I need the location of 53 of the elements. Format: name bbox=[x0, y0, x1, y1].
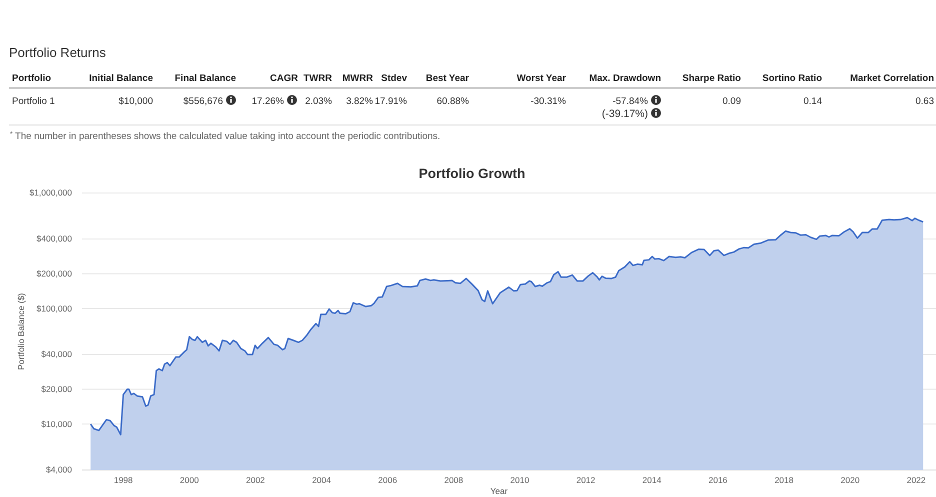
text: 17.91% bbox=[374, 96, 408, 107]
y-tick-label: $20,000 bbox=[41, 384, 72, 394]
text: 60.88% bbox=[436, 96, 470, 107]
y-tick-label: $100,000 bbox=[36, 303, 72, 314]
category-label: Final Balance bbox=[174, 73, 236, 84]
category-label: Market Correlation bbox=[850, 73, 934, 84]
text: $^{*}$ The number in parentheses shows the calculated value taking into account the periodic contributions. bbox=[10, 130, 440, 142]
category-label: Best Year bbox=[426, 73, 470, 84]
y-tick-label: $200,000 bbox=[36, 268, 72, 278]
category-label: Worst Year bbox=[516, 73, 566, 84]
x-axis-title: Year bbox=[490, 486, 508, 496]
category-label: Sharpe Ratio bbox=[682, 73, 742, 84]
x-tick-label: 2012 bbox=[576, 475, 596, 486]
x-tick-label: 2004 bbox=[312, 475, 332, 486]
x-tick-label: 2022 bbox=[906, 475, 926, 486]
x-tick-label: 2014 bbox=[642, 475, 662, 486]
x-tick-label: 2010 bbox=[510, 475, 530, 486]
x-tick-label: 2006 bbox=[378, 475, 398, 486]
category-label: TWRR bbox=[304, 73, 332, 84]
text: 0.09 bbox=[722, 96, 741, 107]
category-label: CAGR bbox=[270, 73, 298, 84]
category-label: Initial Balance bbox=[89, 73, 153, 84]
text: 0.14 bbox=[804, 96, 822, 107]
text: Portfolio 1 bbox=[12, 96, 55, 107]
y-tick-label: $400,000 bbox=[36, 234, 72, 244]
text: -30.31% bbox=[530, 96, 567, 107]
text: Portfolio Returns bbox=[9, 45, 106, 60]
category-label: MWRR bbox=[342, 73, 374, 84]
text: 0.63 bbox=[916, 96, 934, 107]
text: $556,676 bbox=[183, 96, 223, 107]
x-tick-label: 2016 bbox=[708, 475, 728, 486]
y-axis-title: Portfolio Balance ($) bbox=[16, 292, 26, 370]
text: (-39.17%) bbox=[602, 108, 648, 120]
category-label: Max. Drawdown bbox=[589, 73, 662, 84]
category-label: Sortino Ratio bbox=[762, 73, 822, 84]
x-tick-label: 2002 bbox=[246, 475, 266, 486]
text: 3.82% bbox=[346, 96, 374, 107]
x-tick-label: 2020 bbox=[840, 475, 860, 486]
text: $10,000 bbox=[118, 96, 153, 107]
chart-title: Portfolio Growth bbox=[418, 166, 526, 181]
text: 17.26% bbox=[252, 96, 285, 107]
x-tick-label: 2000 bbox=[180, 475, 200, 486]
y-tick-label: $40,000 bbox=[41, 349, 72, 360]
y-tick-label: $4,000 bbox=[46, 464, 72, 475]
y-tick-label: $10,000 bbox=[41, 418, 72, 429]
x-tick-label: 1998 bbox=[114, 475, 134, 486]
text: -57.84% bbox=[612, 96, 649, 107]
x-tick-label: 2008 bbox=[444, 475, 464, 486]
category-label: Stdev bbox=[381, 73, 408, 84]
category-label: Portfolio bbox=[12, 73, 52, 84]
x-tick-label: 2018 bbox=[774, 475, 794, 486]
text: 2.03% bbox=[305, 96, 333, 107]
y-tick-label: $1,000,000 bbox=[29, 188, 72, 198]
